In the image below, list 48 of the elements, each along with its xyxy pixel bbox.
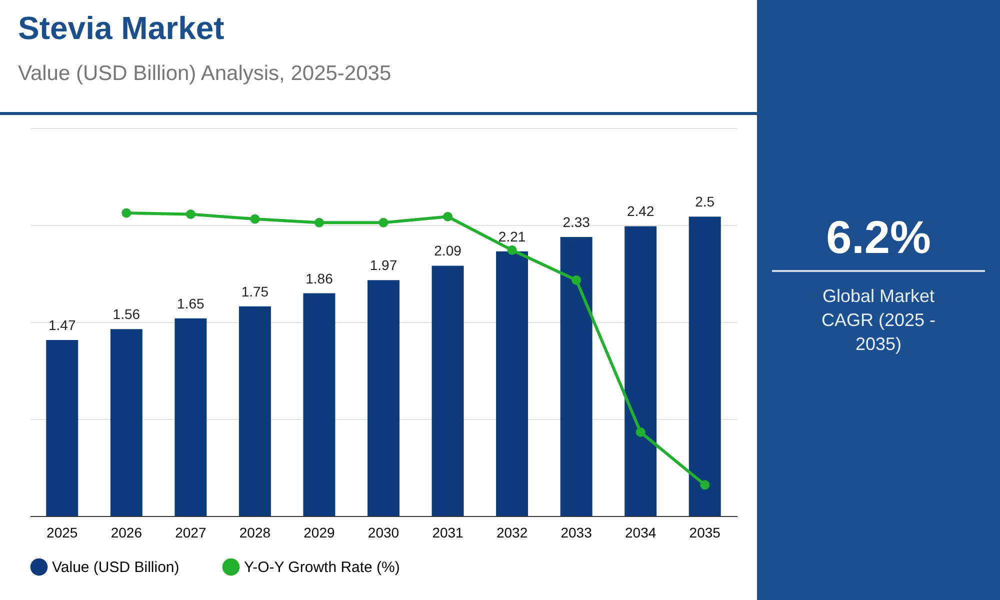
x-tick-label: 2030 [368,524,400,540]
point [186,209,196,219]
chart-subtitle: Value (USD Billion) Analysis, 2025-2035 [18,62,392,86]
point [250,214,260,224]
bar [432,266,464,516]
data-label: 1.65 [177,295,205,312]
x-tick-label: 2027 [175,524,206,540]
data-label: 1.75 [241,283,269,300]
x-tick-label: 2035 [689,524,721,540]
data-label: 1.97 [370,257,398,274]
x-tick-label: 2034 [625,524,656,540]
bar [110,329,142,516]
point [314,218,324,228]
data-label: 2.33 [562,214,590,230]
point [700,480,710,490]
point [636,427,646,437]
bar [174,318,207,516]
data-label: 2.21 [498,228,526,244]
data-label: 2.5 [695,194,715,210]
bar [238,306,271,516]
bar [496,251,528,516]
point [572,275,582,285]
point [378,218,388,228]
x-tick-label: 2026 [110,524,142,540]
side-panel: 6.2% Global Market CAGR (2025 - 2035) [757,0,1000,600]
data-label: 1.56 [112,306,140,322]
data-label: 2.42 [626,203,654,220]
point [507,245,517,255]
x-tick-label: 2032 [496,524,528,540]
x-tick-label: 2033 [560,524,592,540]
bar [368,280,400,516]
bar [624,226,657,516]
bar [688,216,721,516]
legend-label: Value (USD Billion) [52,559,180,576]
data-label: 1.86 [306,270,334,286]
bar [46,340,78,516]
point [443,212,453,222]
bar [303,293,336,516]
legend-label: Y-O-Y Growth Rate (%) [244,559,400,576]
point [122,208,132,218]
x-tick-label: 2029 [304,524,336,540]
x-tick-label: 2028 [239,524,271,540]
x-tick-label: 2025 [46,524,78,540]
chart-title: Stevia Market [18,10,224,47]
data-label: 1.47 [48,316,76,333]
x-tick-label: 2031 [432,524,464,540]
data-label: 2.09 [434,242,462,259]
bar [560,236,592,516]
